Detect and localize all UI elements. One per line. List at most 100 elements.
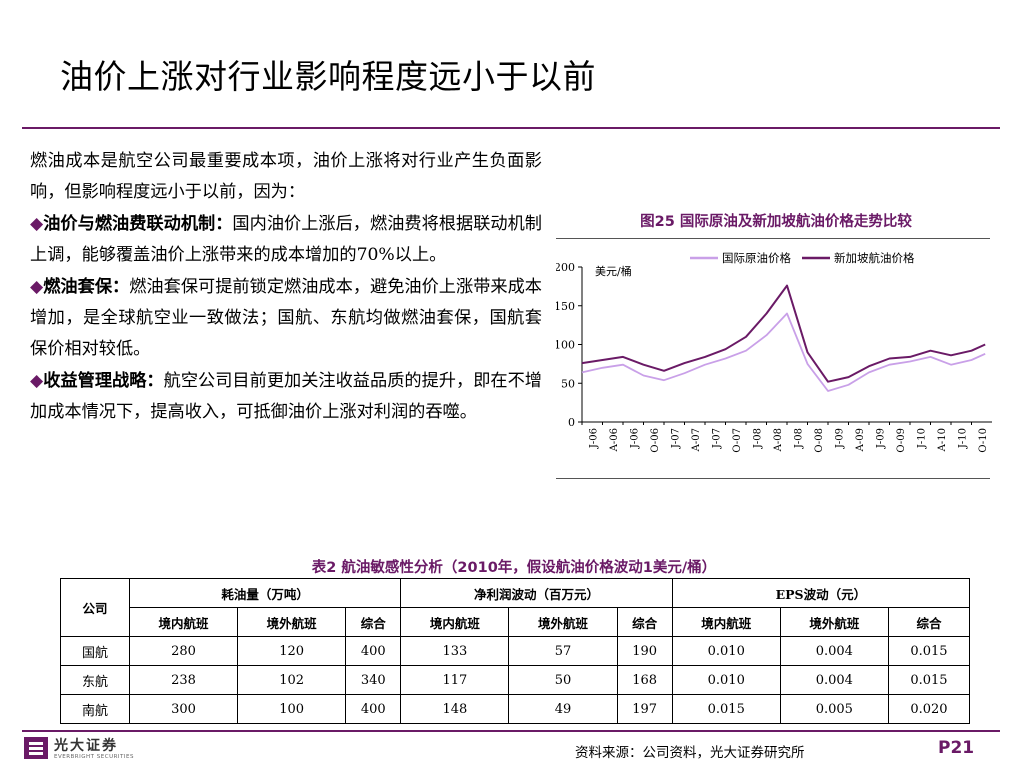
table-cell: 0.005 [779,694,889,724]
table-cell: 197 [616,694,673,724]
x-tick-label: A-06 [609,428,620,452]
series-line-0 [581,312,986,392]
bullet-point: ◆油价与燃油费联动机制：国内油价上涨后，燃油费将根据联动机制上调，能够覆盖油价上… [30,209,542,272]
company-cell: 南航 [60,694,130,724]
table-header-row: 公司 耗油量（万吨） 净利润波动（百万元） EPS波动（元） [60,578,971,637]
table-caption: 表2 航油敏感性分析（2010年，假设航油价格波动1美元/桶） [311,560,717,576]
subheader-domestic: 境内航班 [400,607,510,637]
table-cell: 238 [128,665,239,695]
subheader-international: 境外航班 [508,607,618,637]
intro-paragraph: 燃油成本是航空公司最重要成本项，油价上涨将对行业产生负面影响，但影响程度远小于以… [30,151,542,203]
x-tick-label: J-09 [875,428,886,449]
group-header-eps: EPS波动（元） [671,578,971,608]
x-tick-label: J-07 [670,428,681,449]
y-tick-label: 0 [568,416,575,429]
y-tick-label: 100 [556,339,575,352]
figure-top-rule [556,238,990,239]
table-cell: 0.010 [671,665,781,695]
bullet-point: ◆燃油套保：燃油套保可提前锁定燃油成本，避免油价上涨带来成本增加，是全球航空业一… [30,272,542,366]
bullet-text: 燃油套保可提前锁定燃油成本，避免油价上涨带来成本增加，是全球航空业一致做法；国航… [30,276,542,360]
diamond-bullet-icon: ◆ [30,370,44,391]
x-tick-label: J-06 [629,428,640,449]
x-tick-label: J-08 [752,428,763,449]
x-tick-label: O-10 [978,428,989,453]
table-cell: 49 [508,694,618,724]
page-title: 油价上涨对行业影响程度远小于以前 [60,57,596,96]
x-tick-label: J-06 [588,428,599,449]
bullet-heading: 燃油套保： [43,276,130,297]
table-cell: 133 [400,636,510,666]
subheader-international: 境外航班 [237,607,347,637]
page-number: P21 [938,738,975,758]
series-line-1 [581,284,986,383]
table-row: 南航 300 100 400 148 49 197 0.015 0.005 0.… [60,694,971,724]
logo-name: 光大证券 [54,738,118,754]
bullet-point: ◆收益管理战略：航空公司目前更加关注收益品质的提升，即在不增加成本情况下，提高收… [30,366,542,429]
subheader-domestic: 境内航班 [128,607,239,637]
table-cell: 340 [345,665,402,695]
table-cell: 0.004 [779,636,889,666]
subheader-total: 综合 [616,607,673,637]
figure-caption: 图25 国际原油及新加坡航油价格走势比较 [640,214,912,230]
table-cell: 50 [508,665,618,695]
unit-label: 美元/桶 [595,264,632,278]
subheader-total: 综合 [345,607,402,637]
bullet-text: 国内油价上涨后，燃油费将根据联动机制上调，能够覆盖油价上涨带来的成本增加的70%… [30,213,542,266]
y-tick-label: 150 [556,300,575,313]
x-tick-label: J-07 [711,428,722,449]
x-tick-label: A-07 [691,428,702,452]
x-tick-label: A-09 [855,428,866,452]
footer-divider [22,730,1000,732]
table-cell: 0.015 [887,665,971,695]
figure-bottom-rule [556,478,990,479]
y-tick-label: 50 [561,377,575,390]
table-cell: 100 [237,694,347,724]
table-cell: 0.015 [887,636,971,666]
table-cell: 400 [345,694,402,724]
bullet-heading: 油价与燃油费联动机制： [43,213,233,234]
bullet-text: 航空公司目前更加关注收益品质的提升，即在不增加成本情况下，提高收入，可抵御油价上… [30,370,542,423]
table-cell: 0.010 [671,636,781,666]
price-chart: 0 50 100 150 200 美元/桶 J-06 A-06 J-06 O-06 J-07 A-07… [554,244,996,480]
table-cell: 120 [237,636,347,666]
table-cell: 57 [508,636,618,666]
table-cell: 168 [616,665,673,695]
x-tick-label: J-09 [834,428,845,449]
source-note: 资料来源：公司资料，光大证券研究所 [575,745,805,761]
company-cell: 东航 [60,665,130,695]
x-tick-label: J-10 [916,428,927,449]
bullet-heading: 收益管理战略： [43,370,164,391]
legend-label-1: 新加坡航油价格 [834,251,915,265]
table-cell: 300 [128,694,239,724]
diamond-bullet-icon: ◆ [30,213,44,234]
x-tick-label: O-07 [732,428,743,453]
x-tick-label: A-08 [773,428,784,452]
x-tick-label: O-08 [814,428,825,453]
x-tick-label: J-10 [957,428,968,449]
diamond-bullet-icon: ◆ [30,276,44,297]
table-row: 东航 238 102 340 117 50 168 0.010 0.004 0.… [60,665,971,695]
company-header: 公司 [60,578,130,637]
table-cell: 148 [400,694,510,724]
table-cell: 400 [345,636,402,666]
table-cell: 0.015 [671,694,781,724]
x-tick-label: A-10 [937,428,948,452]
price-chart-svg: 0 50 100 150 200 美元/桶 J-06 A-06 J-06 O-06 J-07 A-07… [554,251,992,453]
company-cell: 国航 [60,636,130,666]
everbright-logo: 光大证券 EVERBRIGHT SECURITIES [22,734,152,764]
group-header-profit: 净利润波动（百万元） [400,578,673,608]
x-tick-label: O-06 [650,428,661,453]
x-tick-label: J-08 [793,428,804,449]
logo-subtitle: EVERBRIGHT SECURITIES [54,754,134,760]
table-row: 国航 280 120 400 133 57 190 0.010 0.004 0.… [60,636,971,666]
table-cell: 117 [400,665,510,695]
subheader-international: 境外航班 [779,607,889,637]
table-cell: 0.004 [779,665,889,695]
group-header-fuel: 耗油量（万吨） [128,578,402,608]
sensitivity-table: 公司 耗油量（万吨） 净利润波动（百万元） EPS波动（元） 境内航班 境外航班… [60,578,971,724]
body-text: 燃油成本是航空公司最重要成本项，油价上涨将对行业产生负面影响，但影响程度远小于以… [30,146,542,429]
logo-mark-icon [24,737,48,759]
subheader-total: 综合 [887,607,971,637]
subheader-domestic: 境内航班 [671,607,781,637]
table-cell: 190 [616,636,673,666]
